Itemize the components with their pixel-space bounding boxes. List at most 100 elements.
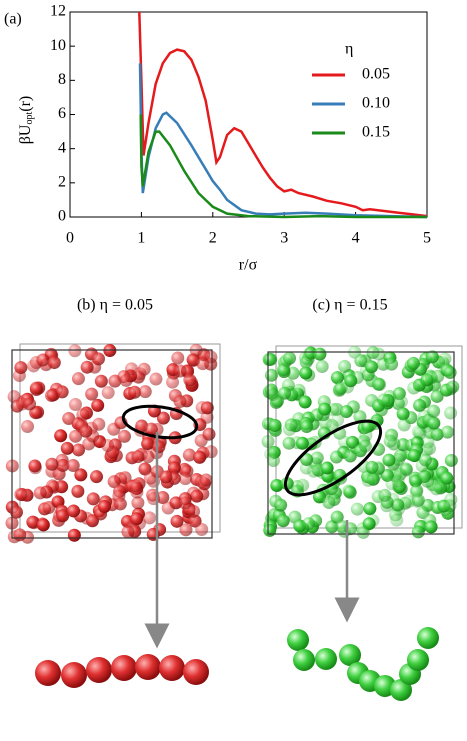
particle bbox=[183, 373, 197, 387]
particle bbox=[430, 427, 444, 441]
series-line bbox=[138, 11, 428, 218]
particle bbox=[278, 386, 292, 400]
particle bbox=[429, 482, 443, 496]
particle bbox=[427, 416, 441, 430]
particle bbox=[143, 511, 157, 525]
particle bbox=[182, 448, 196, 462]
particle bbox=[173, 364, 187, 378]
y-label-tail: (r) bbox=[17, 96, 34, 112]
box-back bbox=[19, 343, 221, 533]
renderings bbox=[5, 343, 463, 701]
particle bbox=[385, 357, 399, 371]
particle bbox=[101, 386, 115, 400]
chain-bead bbox=[407, 649, 429, 671]
particle bbox=[86, 492, 100, 506]
particle bbox=[33, 486, 47, 500]
particle bbox=[440, 471, 454, 485]
particle bbox=[196, 357, 210, 371]
particle bbox=[56, 458, 70, 472]
particle bbox=[156, 411, 170, 425]
particle bbox=[195, 522, 209, 536]
particle bbox=[72, 443, 86, 457]
particle bbox=[85, 387, 99, 401]
particle bbox=[80, 360, 94, 374]
chain-bead bbox=[417, 627, 439, 649]
particle bbox=[266, 454, 280, 468]
particle bbox=[179, 523, 193, 537]
chain-bead bbox=[35, 660, 61, 686]
particle bbox=[418, 453, 432, 467]
chain-bead bbox=[315, 648, 337, 670]
particle bbox=[28, 459, 42, 473]
particle bbox=[71, 484, 85, 498]
particle bbox=[359, 428, 373, 442]
x-tick-label: 2 bbox=[209, 230, 217, 247]
panel-label: (b) η = 0.05 bbox=[77, 297, 153, 314]
particle bbox=[264, 368, 278, 382]
x-tick-label: 4 bbox=[352, 230, 360, 247]
particle bbox=[200, 401, 214, 415]
particle bbox=[85, 514, 99, 528]
particle bbox=[264, 352, 278, 366]
particle bbox=[187, 504, 201, 518]
particle bbox=[383, 434, 397, 448]
box-front bbox=[267, 351, 455, 535]
particle bbox=[446, 380, 460, 394]
particle bbox=[344, 374, 358, 388]
y-tick-label: 0 bbox=[58, 208, 66, 225]
y-tick-label: 12 bbox=[50, 3, 66, 20]
particle bbox=[300, 419, 314, 433]
particle bbox=[363, 502, 377, 516]
particle bbox=[107, 475, 121, 489]
particle bbox=[47, 356, 61, 370]
y-tick-label: 4 bbox=[58, 139, 66, 156]
particle bbox=[94, 374, 108, 388]
particle bbox=[274, 498, 288, 512]
particle bbox=[339, 405, 353, 419]
chain-bead bbox=[61, 662, 87, 688]
particle bbox=[54, 429, 68, 443]
particle bbox=[315, 359, 329, 373]
particle bbox=[282, 436, 296, 450]
particle bbox=[318, 402, 332, 416]
particle bbox=[354, 354, 368, 368]
particle bbox=[167, 461, 181, 475]
particle bbox=[113, 497, 127, 511]
particle bbox=[91, 398, 105, 412]
legend-label: 0.05 bbox=[362, 66, 390, 83]
x-tick-label: 0 bbox=[66, 230, 74, 247]
particle bbox=[402, 494, 416, 508]
particle bbox=[444, 453, 458, 467]
particle bbox=[299, 366, 313, 380]
particle bbox=[292, 383, 306, 397]
particle bbox=[425, 350, 439, 364]
particle bbox=[407, 449, 421, 463]
particle bbox=[128, 385, 142, 399]
y-axis-label: βUopt(r) bbox=[17, 96, 36, 144]
particle bbox=[152, 440, 166, 454]
particle bbox=[26, 515, 40, 529]
particle bbox=[302, 517, 316, 531]
particle bbox=[56, 509, 70, 523]
particle bbox=[36, 518, 50, 532]
particle bbox=[117, 429, 131, 443]
particle bbox=[29, 381, 43, 395]
particle bbox=[14, 487, 28, 501]
particle bbox=[411, 493, 425, 507]
particle bbox=[71, 372, 85, 386]
particle bbox=[92, 417, 106, 431]
chain-bead bbox=[183, 659, 209, 685]
particle bbox=[325, 419, 339, 433]
particle bbox=[345, 435, 359, 449]
particle bbox=[200, 410, 214, 424]
particle bbox=[431, 369, 445, 383]
particle bbox=[382, 453, 396, 467]
particle bbox=[342, 484, 356, 498]
particle bbox=[396, 407, 410, 421]
particle bbox=[444, 406, 458, 420]
particle bbox=[283, 423, 297, 437]
particle bbox=[36, 353, 50, 367]
particle bbox=[361, 473, 375, 487]
particle bbox=[313, 347, 327, 361]
particle bbox=[338, 359, 352, 373]
